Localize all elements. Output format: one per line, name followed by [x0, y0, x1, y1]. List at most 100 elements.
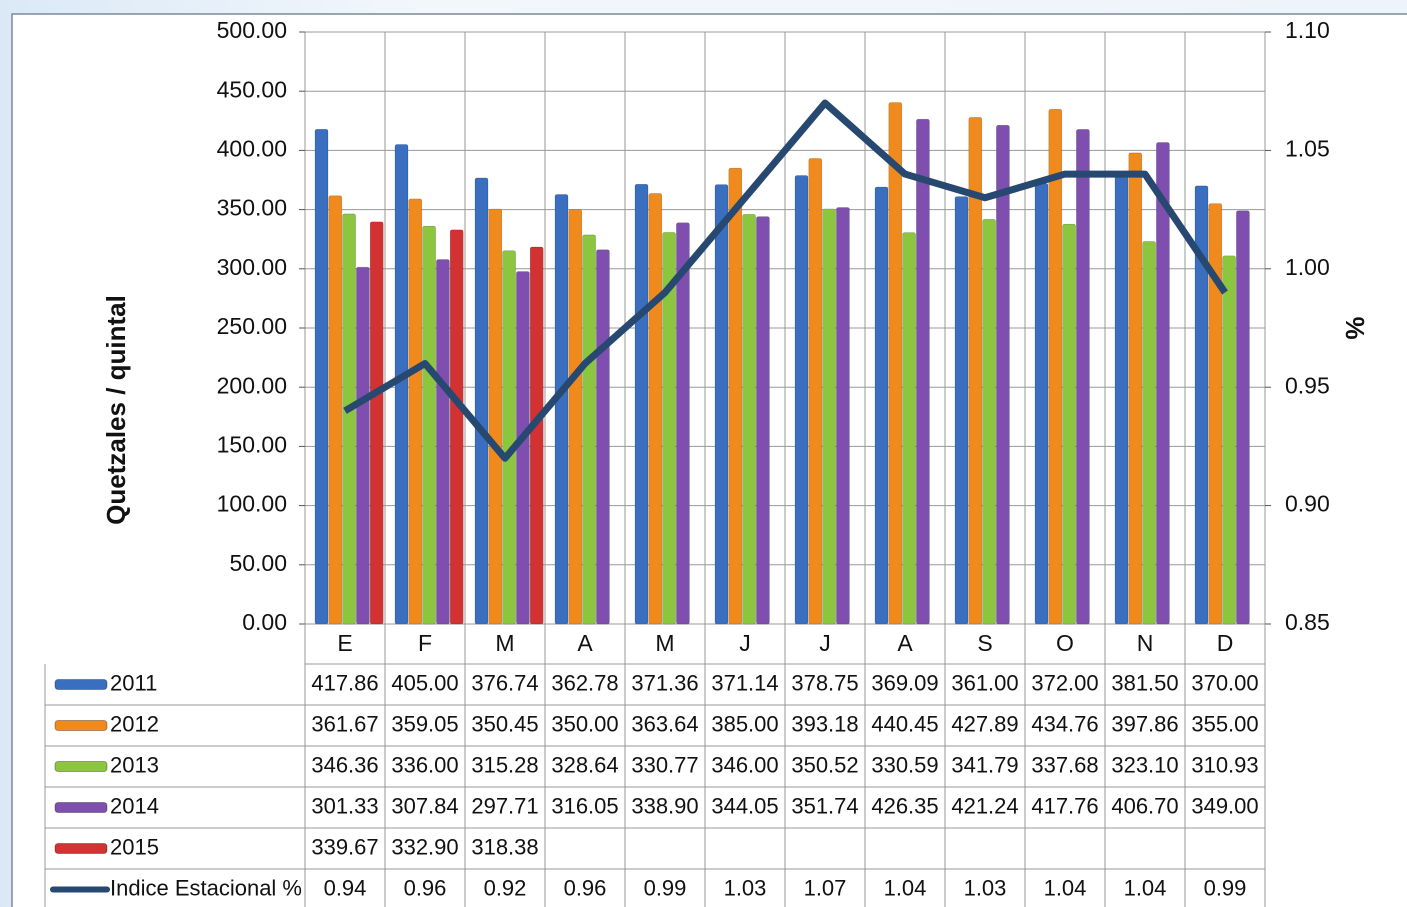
bar: [529, 246, 544, 625]
bar: [1076, 129, 1090, 625]
bar: [728, 167, 743, 625]
table-cell: 1.04: [1044, 875, 1087, 900]
table-cell: 361.67: [311, 711, 378, 736]
table-cell: 421.24: [951, 793, 1018, 818]
x-tick-label: A: [577, 630, 593, 656]
table-cell: 341.79: [951, 752, 1018, 777]
bar: [554, 194, 569, 625]
table-cell: 339.67: [311, 834, 378, 859]
table-cell: 338.90: [631, 793, 698, 818]
table-cell: 405.00: [391, 670, 458, 695]
table-cell: 1.07: [804, 875, 847, 900]
x-tick-label: S: [977, 630, 992, 656]
bar: [662, 232, 676, 625]
legend-label: 2013: [110, 752, 159, 777]
table-cell: 378.75: [791, 670, 858, 695]
y-axis-title: Quetzales / quintal: [101, 295, 131, 525]
y-tick-label: 450.00: [217, 76, 287, 102]
table-cell: 336.00: [391, 752, 458, 777]
bar: [714, 184, 729, 625]
bar: [422, 225, 436, 625]
bar: [634, 184, 649, 625]
legend-label: 2011: [110, 670, 157, 695]
table-cell: 351.74: [791, 793, 858, 818]
table-cell: 359.05: [391, 711, 458, 736]
table-cell: 328.64: [551, 752, 618, 777]
bar: [1194, 185, 1209, 625]
bar: [888, 102, 903, 625]
table-cell: 371.36: [631, 670, 698, 695]
legend-label: 2014: [110, 793, 159, 818]
table-cell: 427.89: [951, 711, 1018, 736]
table-cell: 1.03: [964, 875, 1007, 900]
bar: [1222, 255, 1236, 625]
table-cell: 350.52: [791, 752, 858, 777]
bar: [1062, 223, 1076, 625]
bar: [568, 209, 583, 625]
x-tick-label: A: [897, 630, 913, 656]
bar: [808, 158, 823, 625]
x-tick-label: N: [1137, 630, 1154, 656]
y2-tick-label: 1.05: [1285, 135, 1330, 161]
bar: [582, 234, 596, 625]
bar: [954, 196, 969, 625]
table-cell: 316.05: [551, 793, 618, 818]
x-tick-label: J: [819, 630, 831, 656]
y2-tick-label: 1.10: [1285, 17, 1330, 43]
table-cell: 0.94: [324, 875, 367, 900]
legend-label: 2015: [110, 834, 159, 859]
bar: [902, 232, 916, 625]
table-cell: 1.03: [724, 875, 767, 900]
legend-label: 2012: [110, 711, 159, 736]
table-cell: 315.28: [471, 752, 538, 777]
y-tick-label: 50.00: [229, 550, 287, 576]
y2-tick-label: 1.00: [1285, 254, 1330, 280]
table-cell: 362.78: [551, 670, 618, 695]
y-tick-label: 500.00: [217, 17, 287, 43]
table-cell: 310.93: [1191, 752, 1258, 777]
table-cell: 0.99: [644, 875, 687, 900]
bar: [794, 175, 809, 625]
table-cell: 350.00: [551, 711, 618, 736]
y-tick-label: 250.00: [217, 313, 287, 339]
bar: [1236, 210, 1250, 625]
bar: [502, 250, 516, 625]
bar: [408, 198, 423, 625]
y-tick-label: 100.00: [217, 491, 287, 517]
table-cell: 323.10: [1111, 752, 1178, 777]
legend-swatch: [54, 802, 108, 813]
legend-swatch: [54, 720, 108, 731]
bar: [1048, 108, 1063, 625]
table-cell: 1.04: [884, 875, 927, 900]
legend-swatch: [54, 679, 108, 690]
bar: [1142, 241, 1156, 625]
bar: [982, 219, 996, 625]
bar: [1034, 183, 1049, 625]
bar: [449, 229, 464, 625]
table-cell: 406.70: [1111, 793, 1178, 818]
table-cell: 0.96: [404, 875, 447, 900]
x-tick-label: J: [739, 630, 751, 656]
table-cell: 350.45: [471, 711, 538, 736]
table-cell: 361.00: [951, 670, 1018, 695]
table-cell: 369.09: [871, 670, 938, 695]
table-cell: 426.35: [871, 793, 938, 818]
table-cell: 417.76: [1031, 793, 1098, 818]
table-cell: 393.18: [791, 711, 858, 736]
bar: [1114, 172, 1129, 625]
x-tick-label: M: [655, 630, 674, 656]
y-tick-label: 150.00: [217, 431, 287, 457]
table-cell: 417.86: [311, 670, 378, 695]
table-cell: 381.50: [1111, 670, 1178, 695]
bar: [596, 249, 610, 625]
table-cell: 1.04: [1124, 875, 1167, 900]
table-cell: 376.74: [471, 670, 538, 695]
bar: [756, 216, 770, 625]
x-tick-label: M: [495, 630, 514, 656]
x-tick-label: F: [418, 630, 432, 656]
bar: [916, 118, 930, 625]
table-cell: 355.00: [1191, 711, 1258, 736]
y2-tick-label: 0.95: [1285, 372, 1330, 398]
